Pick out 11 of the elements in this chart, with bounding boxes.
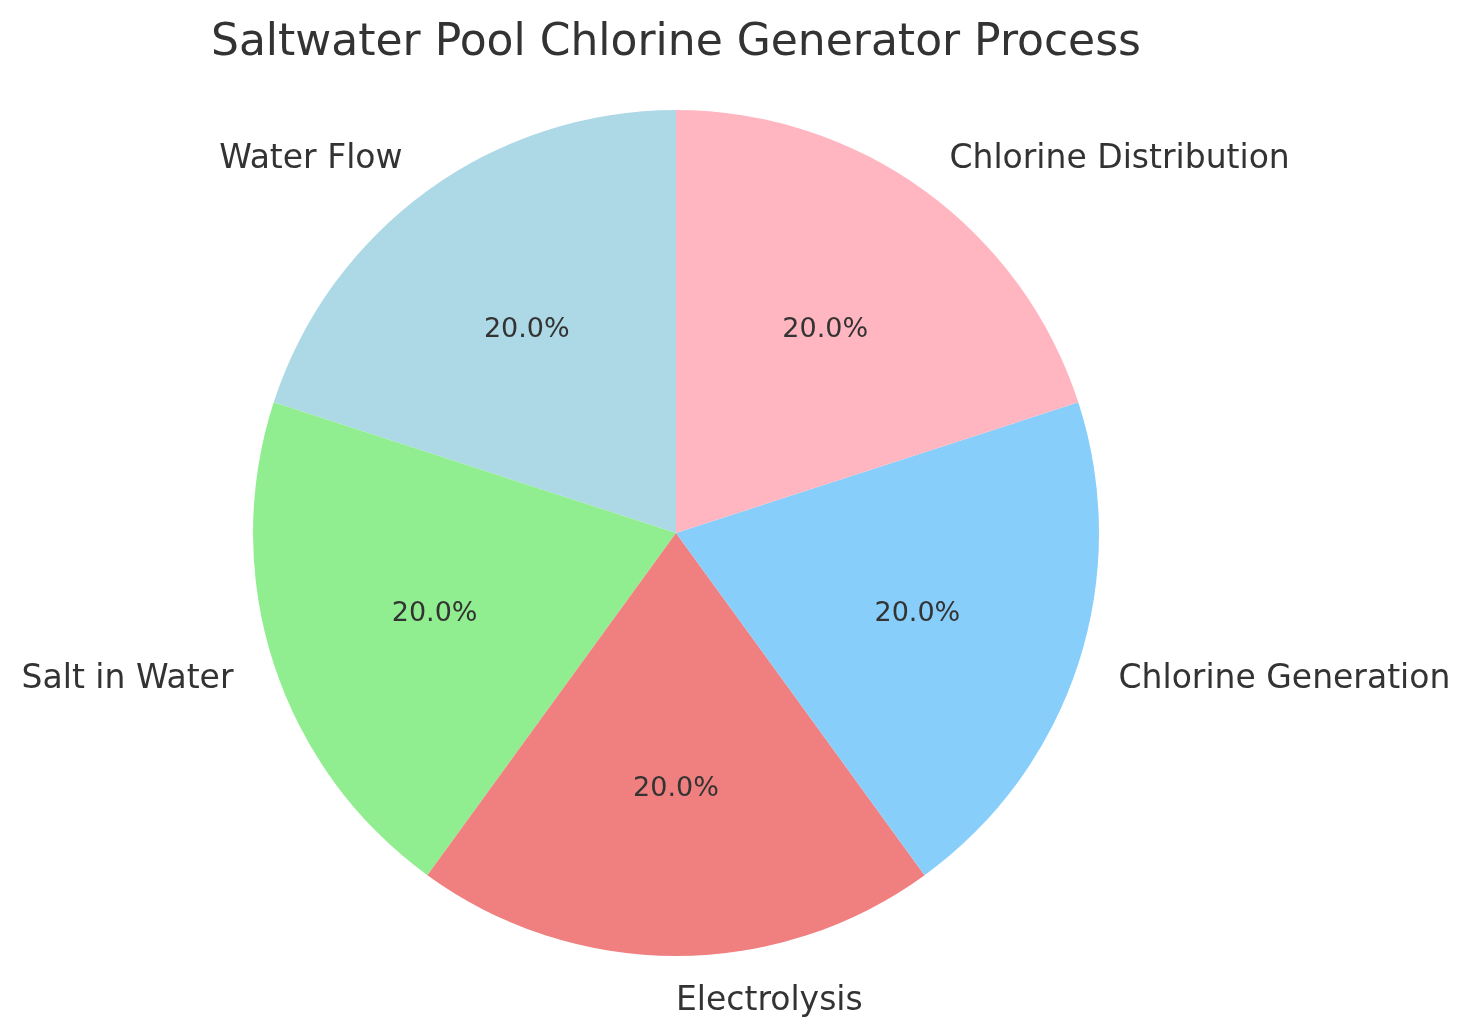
slice-label: Water Flow xyxy=(219,137,403,177)
data-label: 20.0% xyxy=(391,595,478,627)
slice-label: Chlorine Generation xyxy=(1118,657,1451,697)
data-label: 20.0% xyxy=(483,312,570,344)
data-label: 20.0% xyxy=(874,595,961,627)
slice-label: Electrolysis xyxy=(676,978,863,1018)
data-label: 20.0% xyxy=(633,771,719,803)
data-label: 20.0% xyxy=(782,312,869,344)
slice-label: Salt in Water xyxy=(21,657,234,697)
slice-label: Chlorine Distribution xyxy=(949,137,1290,177)
chart-title: Saltwater Pool Chlorine Generator Process xyxy=(209,13,1143,67)
